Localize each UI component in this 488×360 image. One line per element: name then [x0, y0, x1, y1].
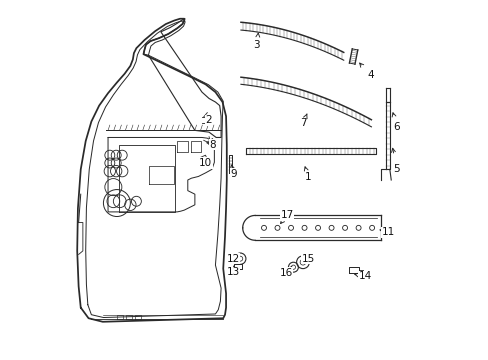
- Text: 17: 17: [280, 211, 293, 220]
- Text: 14: 14: [358, 271, 371, 282]
- Text: 1: 1: [305, 172, 311, 182]
- Text: 16: 16: [279, 268, 292, 278]
- Text: 2: 2: [205, 116, 212, 125]
- Text: 11: 11: [381, 228, 394, 238]
- Text: 9: 9: [230, 168, 237, 179]
- Text: 7: 7: [299, 118, 305, 128]
- Text: 12: 12: [226, 254, 239, 264]
- Text: 6: 6: [393, 122, 399, 132]
- Text: 8: 8: [209, 140, 216, 149]
- Text: 10: 10: [199, 158, 212, 168]
- Text: 5: 5: [393, 165, 399, 174]
- Text: 15: 15: [301, 254, 314, 264]
- Text: 13: 13: [226, 267, 239, 277]
- Text: 3: 3: [253, 40, 260, 50]
- Text: 4: 4: [366, 71, 373, 80]
